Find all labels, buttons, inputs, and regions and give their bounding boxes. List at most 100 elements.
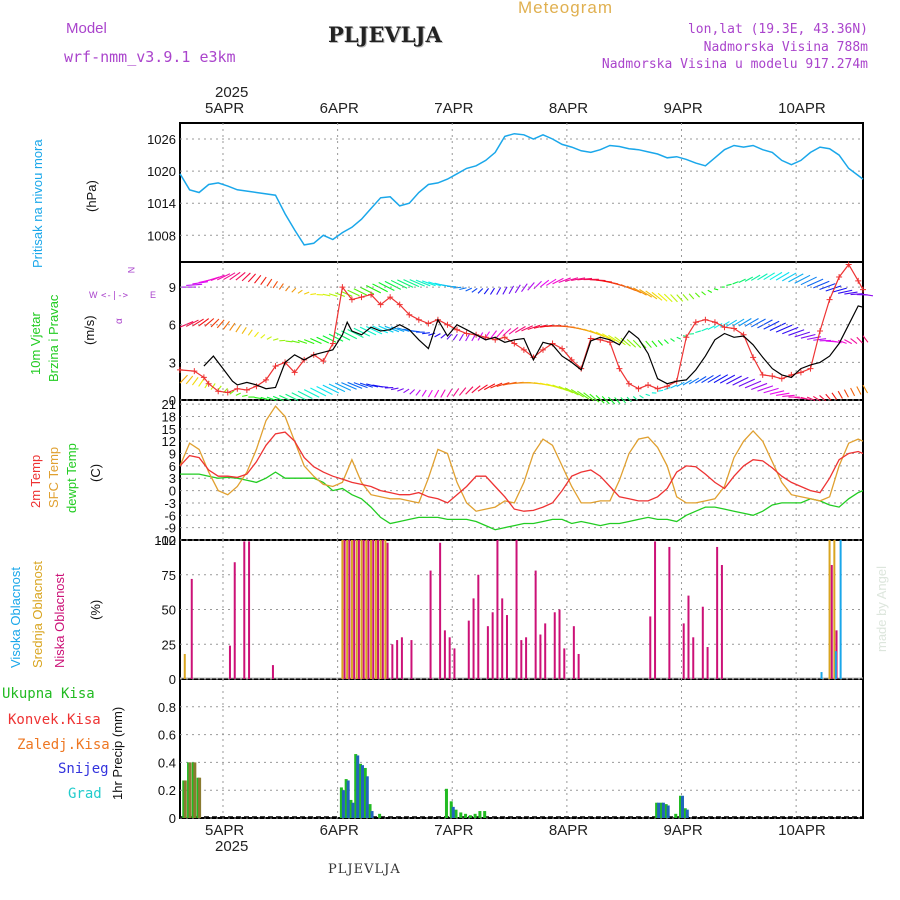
wind-gust-marker	[320, 358, 327, 365]
mid-cloud-bar	[365, 540, 368, 679]
wind-barb	[850, 293, 863, 296]
wind-barb	[769, 390, 785, 395]
wind-barb	[260, 396, 270, 401]
frozen-precip-bar	[188, 762, 192, 818]
wind-barb	[483, 331, 491, 340]
wind-barb	[216, 319, 225, 329]
wind-barb	[744, 380, 762, 389]
wind-barb	[738, 318, 752, 327]
footer-station: PLJEVLJA	[328, 862, 401, 877]
wind-barb	[241, 327, 247, 335]
y-tick-label: 0	[169, 484, 176, 499]
wind-barb	[558, 385, 574, 394]
low-cloud-bar	[228, 645, 231, 679]
wind-barb	[837, 390, 843, 399]
low-cloud-bar	[501, 598, 504, 679]
y-tick-label: 75	[162, 568, 176, 583]
wind-barb	[210, 274, 225, 281]
wind-barb	[465, 386, 474, 395]
wind-gust-marker	[702, 316, 709, 323]
wind-barb	[769, 271, 783, 281]
wind-barb	[862, 335, 869, 343]
wind-barb	[701, 374, 714, 384]
wind-barb	[489, 287, 495, 295]
low-cloud-bar	[233, 562, 236, 679]
wind-barb	[241, 394, 248, 397]
wind-barb	[726, 375, 742, 385]
wind-gust-marker	[797, 369, 804, 376]
wind-barb	[490, 382, 503, 389]
wind-speed-line	[203, 305, 864, 390]
wind-barb	[310, 338, 322, 345]
wind-barb	[769, 322, 786, 332]
wind-gust-marker	[444, 321, 451, 328]
bottom-year-label: 2025	[215, 838, 249, 855]
wind-barb	[701, 291, 706, 296]
low-cloud-bar	[348, 540, 351, 679]
wind-barb	[800, 276, 817, 286]
wind-barb	[366, 325, 383, 335]
low-cloud-bar	[577, 653, 580, 679]
mid-cloud-bar	[183, 653, 186, 679]
wind-gust-marker	[511, 340, 518, 347]
dewpoint-line	[180, 471, 864, 531]
bottom-day-label: 5APR	[204, 822, 245, 839]
wind-barb	[192, 281, 209, 285]
wind-barb	[328, 333, 344, 342]
wind-barb	[633, 287, 647, 296]
wind-barb	[850, 387, 856, 397]
wind-barb	[632, 396, 638, 401]
wind-barb	[297, 390, 313, 400]
wind-barb	[800, 333, 816, 339]
wind-barb	[353, 288, 367, 296]
total-precip-bar	[478, 811, 482, 818]
low-cloud-bar	[443, 630, 446, 679]
wind-barb	[185, 375, 194, 385]
frozen-precip-bar	[193, 762, 197, 818]
wind-gust-marker	[415, 316, 422, 323]
top-day-label: 8APR	[548, 100, 589, 117]
wind-barb	[403, 279, 420, 288]
low-cloud-bar	[558, 609, 561, 679]
y-tick-label: 9	[169, 447, 176, 462]
wind-barb	[421, 280, 436, 287]
snow-bar	[370, 811, 374, 818]
legend-conv-precip: Konvek.Kisa	[8, 712, 101, 728]
snow-bar	[351, 802, 355, 818]
low-cloud-bar	[720, 565, 723, 679]
low-cloud-bar	[572, 626, 575, 679]
panel-frame-prec	[179, 678, 864, 819]
mid-cloud-bar	[350, 540, 353, 679]
low-cloud-bar	[381, 540, 384, 679]
wind-barb	[813, 395, 821, 402]
wind-gust-marker	[272, 363, 279, 370]
low-cloud-bar	[687, 595, 690, 679]
wind-barb	[632, 339, 642, 349]
low-cloud-bar	[453, 648, 456, 679]
panel-frame-wind	[179, 261, 864, 401]
wind-barb	[670, 294, 678, 303]
wind-gust-marker	[339, 284, 346, 291]
low-cloud-bar	[362, 540, 365, 679]
wind-barb	[403, 388, 410, 394]
wind-barb	[713, 288, 719, 291]
wind-barb	[719, 374, 736, 384]
y-tick-label: 3	[169, 471, 176, 486]
wind-gust-marker	[224, 389, 231, 396]
wind-barb	[688, 293, 695, 300]
wind-gust-marker	[368, 291, 375, 298]
wind-barb	[508, 285, 515, 295]
wind-barb	[372, 325, 389, 334]
wind-gust-marker	[559, 345, 566, 352]
wind-barb	[813, 280, 830, 289]
wind-barb	[198, 318, 210, 327]
wind-gust-marker	[616, 365, 623, 372]
wind-gust-marker	[262, 376, 269, 383]
wind-barb	[862, 293, 874, 297]
wind-barb	[639, 394, 644, 399]
wind-barb	[539, 279, 550, 288]
y-tick-label: 18	[162, 409, 176, 424]
snow-bar	[685, 809, 689, 818]
wind-gust-marker	[750, 354, 757, 361]
